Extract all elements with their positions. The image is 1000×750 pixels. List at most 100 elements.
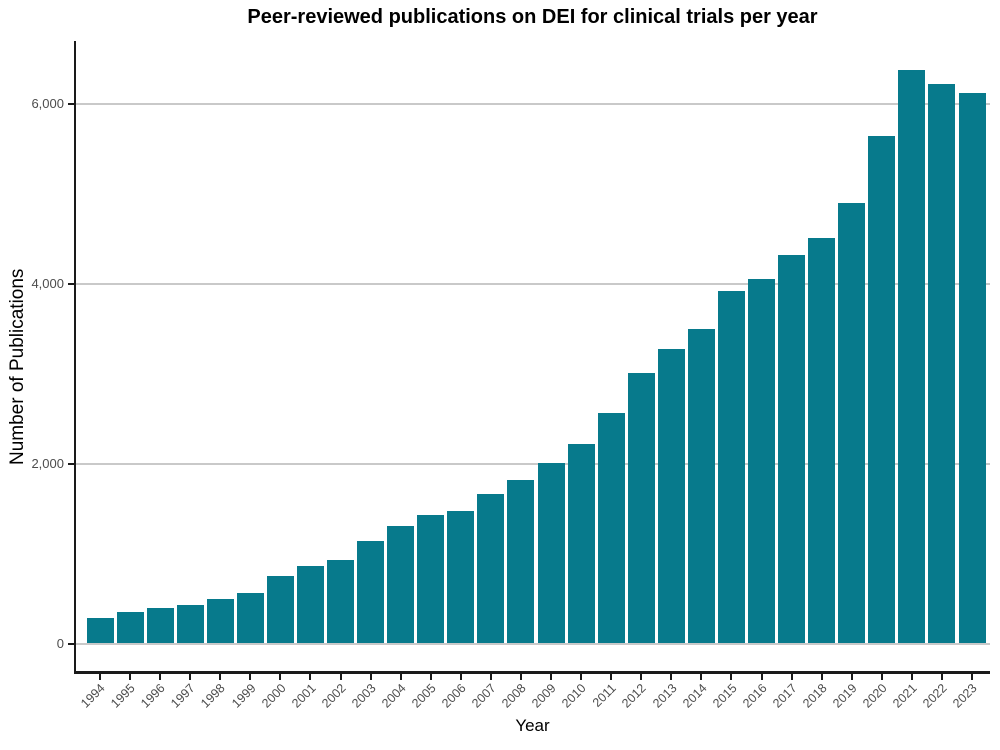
x-tick-label-1996: 1996 [138, 681, 169, 711]
bar-2008 [507, 479, 535, 644]
x-tick-label-2022: 2022 [920, 681, 950, 711]
bar-2021 [898, 70, 926, 644]
x-tick-1997 [189, 673, 192, 680]
bar-2009 [537, 462, 565, 644]
x-tick-label-2009: 2009 [529, 681, 559, 711]
y-tick-label-2000: 2,000 [31, 456, 64, 472]
gridline-y-2000 [75, 463, 990, 466]
y-tick-4000 [68, 283, 74, 286]
x-tick-label-2023: 2023 [950, 681, 980, 711]
x-tick-label-2020: 2020 [860, 681, 890, 711]
bar-1994 [86, 618, 114, 644]
x-tick-2006 [459, 673, 462, 680]
x-tick-2002 [339, 673, 342, 680]
bar-2012 [627, 372, 655, 644]
bar-2013 [657, 349, 685, 644]
bar-2016 [748, 278, 776, 644]
y-axis-line [73, 41, 76, 673]
x-tick-2022 [940, 673, 943, 680]
bar-2007 [477, 494, 505, 644]
x-tick-2003 [369, 673, 372, 680]
x-tick-label-1995: 1995 [108, 681, 138, 711]
x-tick-label-2013: 2013 [649, 681, 680, 711]
bar-1996 [146, 608, 174, 644]
x-axis-line [73, 671, 990, 674]
x-tick-2017 [790, 673, 793, 680]
bar-2015 [717, 290, 745, 644]
x-tick-2004 [399, 673, 402, 680]
x-tick-label-2006: 2006 [439, 681, 469, 711]
bar-2001 [296, 565, 324, 644]
bar-2022 [928, 83, 956, 644]
x-tick-label-2004: 2004 [379, 681, 409, 711]
x-tick-2005 [429, 673, 432, 680]
x-tick-label-2012: 2012 [619, 681, 650, 711]
x-tick-label-2005: 2005 [409, 681, 439, 711]
chart-title: Peer-reviewed publications on DEI for cl… [247, 6, 818, 28]
bar-2003 [357, 540, 385, 644]
x-tick-label-2007: 2007 [469, 681, 499, 711]
x-tick-label-1998: 1998 [198, 681, 229, 711]
x-tick-2016 [760, 673, 763, 680]
bar-2020 [868, 136, 896, 644]
bar-2002 [327, 560, 355, 644]
x-tick-2001 [309, 673, 312, 680]
x-tick-2013 [670, 673, 673, 680]
x-tick-label-1994: 1994 [78, 681, 108, 711]
y-tick-2000 [68, 463, 74, 466]
x-tick-1995 [129, 673, 132, 680]
x-tick-label-2011: 2011 [590, 681, 620, 710]
x-tick-label-2017: 2017 [769, 681, 800, 711]
x-tick-1996 [159, 673, 162, 680]
x-tick-1994 [99, 673, 101, 680]
bar-1998 [206, 599, 234, 644]
x-tick-label-2010: 2010 [559, 681, 590, 711]
bar-2019 [838, 203, 866, 644]
bar-1997 [176, 605, 204, 644]
x-tick-label-2008: 2008 [499, 681, 529, 711]
y-tick-0 [68, 643, 74, 646]
bar-1995 [116, 612, 144, 644]
bar-2011 [597, 413, 625, 644]
x-tick-label-1997: 1997 [168, 681, 199, 711]
gridline-y-0 [75, 643, 990, 646]
bar-2006 [447, 511, 475, 644]
x-tick-2011 [610, 673, 613, 680]
x-tick-1998 [219, 673, 222, 680]
x-tick-2015 [730, 673, 733, 680]
bar-2014 [687, 329, 715, 644]
gridline-y-6000 [75, 103, 990, 106]
x-tick-2021 [910, 673, 913, 680]
y-tick-label-4000: 4,000 [31, 276, 64, 292]
x-tick-label-2018: 2018 [800, 681, 830, 711]
bar-2005 [417, 514, 445, 644]
x-tick-2019 [850, 673, 853, 680]
bar-2004 [387, 526, 415, 644]
x-tick-label-2019: 2019 [830, 681, 860, 711]
x-tick-2009 [550, 673, 553, 680]
x-tick-label-2021: 2021 [890, 681, 920, 711]
x-tick-label-2015: 2015 [709, 681, 740, 711]
x-tick-2000 [279, 673, 282, 680]
x-tick-2020 [880, 673, 883, 680]
x-axis-title: Year [515, 716, 550, 735]
x-tick-label-2016: 2016 [739, 681, 770, 711]
y-tick-6000 [68, 103, 74, 106]
x-tick-1999 [249, 673, 252, 680]
bar-2000 [266, 575, 294, 644]
x-tick-label-2001: 2001 [288, 681, 319, 711]
x-tick-label-1999: 1999 [228, 681, 259, 711]
x-tick-2014 [700, 673, 703, 680]
x-tick-2018 [820, 673, 823, 680]
y-axis-title: Number of Publications [7, 268, 28, 465]
x-tick-2010 [580, 673, 583, 680]
bar-2017 [778, 254, 806, 644]
plot-area [75, 42, 990, 672]
bar-2010 [567, 443, 595, 644]
y-tick-label-0: 0 [56, 636, 64, 652]
y-tick-label-6000: 6,000 [31, 96, 64, 112]
bar-2018 [808, 238, 836, 644]
x-tick-2023 [971, 673, 974, 680]
x-tick-2008 [519, 673, 522, 680]
